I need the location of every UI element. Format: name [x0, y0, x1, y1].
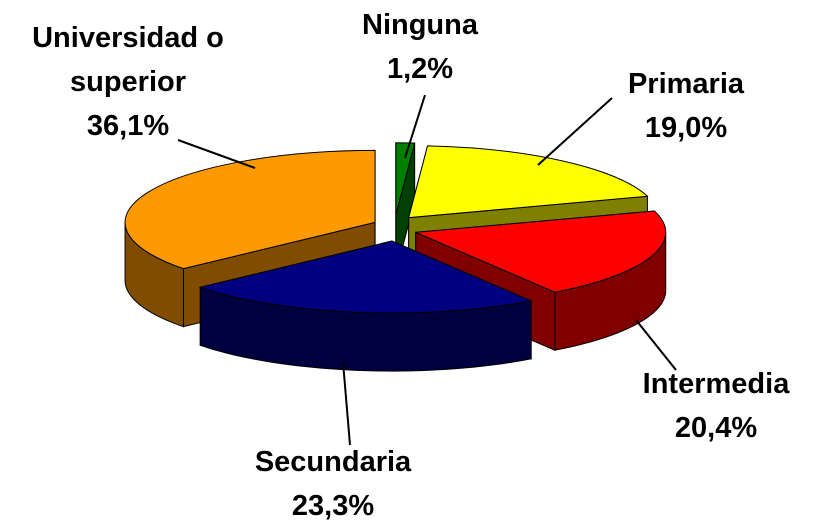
- pie-slice: [124, 149, 376, 270]
- leader-line: [537, 97, 613, 166]
- leader-line: [404, 94, 426, 159]
- pie-slice: [408, 145, 649, 219]
- slice-label: Ninguna: [362, 9, 478, 41]
- value-label: 36,1%: [86, 110, 170, 142]
- leader-line: [177, 139, 256, 169]
- value-label: 23,3%: [291, 490, 375, 522]
- slice-label: Intermedia: [642, 368, 790, 400]
- value-label: 20,4%: [674, 412, 758, 444]
- leader-line: [635, 319, 677, 371]
- value-label: 19,0%: [644, 112, 728, 144]
- value-label: 1,2%: [386, 53, 454, 85]
- pie-slice: [415, 210, 667, 293]
- pie-slice: [395, 142, 416, 215]
- pie-slice: [198, 240, 533, 314]
- slice-label: Secundaria: [254, 446, 412, 478]
- leader-line: [342, 361, 351, 446]
- slice-label: Universidad o superior: [32, 22, 224, 98]
- slice-label: Primaria: [627, 68, 745, 100]
